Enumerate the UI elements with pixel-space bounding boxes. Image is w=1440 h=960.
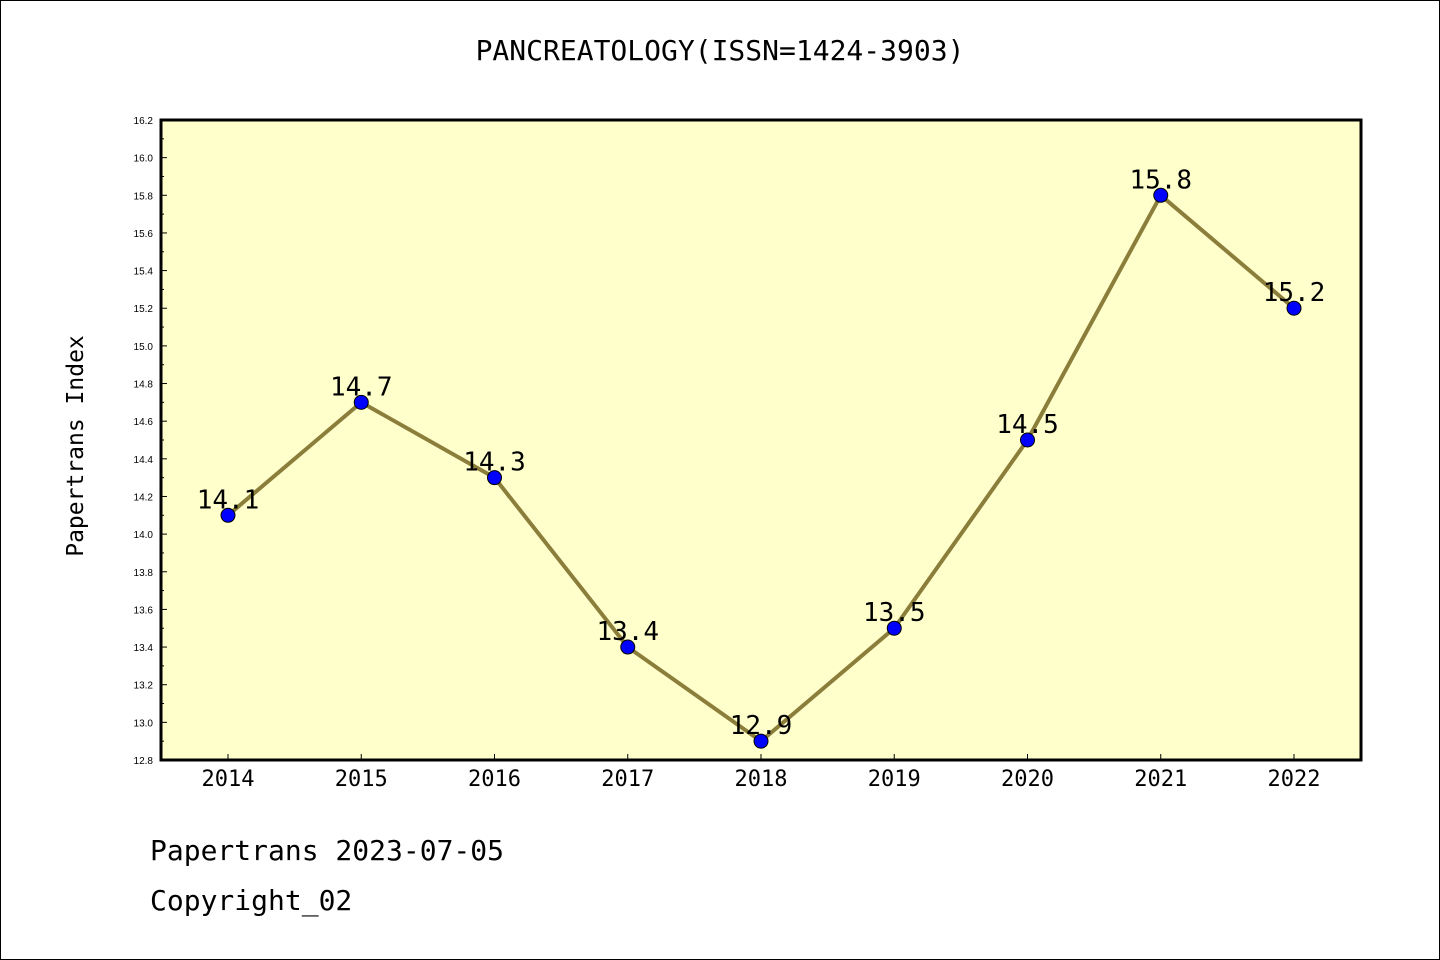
- y-tick-label: 13.6: [134, 605, 154, 616]
- data-point: [1153, 187, 1169, 203]
- data-point: [220, 507, 236, 523]
- data-label: 13.4: [596, 617, 659, 647]
- y-tick-label: 13.4: [134, 643, 154, 654]
- y-tick-label: 12.8: [134, 756, 154, 767]
- x-tick-label: 2017: [601, 767, 654, 792]
- x-tick-label: 2020: [1001, 767, 1054, 792]
- y-tick-label: 15.8: [134, 191, 154, 202]
- x-tick-label: 2015: [335, 767, 388, 792]
- y-axis: 12.8 13.0 13.2 13.4 13.6 13.8 14.0 14.2 14.4 14.6…: [134, 116, 167, 767]
- data-point: [620, 639, 636, 655]
- footer-date-text: Papertrans 2023-07-05: [150, 834, 505, 867]
- y-tick-label: 14.2: [134, 492, 154, 503]
- y-tick-label: 14.0: [134, 530, 154, 541]
- data-label: 13.5: [863, 598, 926, 628]
- plot-area: [161, 120, 1361, 760]
- x-tick-label: 2014: [202, 767, 255, 792]
- data-point: [487, 470, 502, 486]
- y-tick-label: 16.0: [134, 154, 154, 165]
- y-tick-label: 15.2: [134, 304, 154, 315]
- y-tick-label: 13.8: [134, 568, 154, 579]
- data-point: [886, 620, 902, 636]
- data-label: 14.1: [197, 485, 260, 515]
- data-label: 14.7: [330, 372, 393, 402]
- y-tick-label: 13.0: [134, 718, 154, 729]
- data-label: 15.2: [1263, 278, 1326, 308]
- data-point: [1020, 432, 1035, 448]
- data-label: 14.3: [463, 448, 526, 478]
- data-label: 15.8: [1129, 165, 1192, 195]
- footer-copyright-text: Copyright_02: [150, 884, 353, 917]
- x-axis: 2014 2015 2016 2017 2018 2019 2020 2021 2022: [202, 754, 1321, 792]
- y-tick-label: 14.6: [134, 417, 154, 428]
- data-point: [1286, 300, 1302, 316]
- x-tick-label: 2022: [1268, 767, 1321, 792]
- data-label: 14.5: [996, 410, 1059, 440]
- x-tick-label: 2021: [1134, 767, 1187, 792]
- series-group: 14.1 14.7 14.3 13.4 12.9 13.5 14.5 15.8 15.2: [197, 165, 1326, 749]
- y-tick-label: 13.2: [134, 681, 154, 692]
- y-tick-label: 14.8: [134, 380, 154, 391]
- data-point: [353, 394, 369, 410]
- x-tick-label: 2016: [468, 767, 521, 792]
- x-tick-label: 2019: [868, 767, 921, 792]
- data-point: [753, 733, 769, 749]
- plot-border: [159, 118, 1363, 762]
- chart-title: PANCREATOLOGY(ISSN=1424-3903): [475, 34, 965, 67]
- y-tick-label: 14.4: [134, 455, 154, 466]
- data-label: 12.9: [730, 711, 793, 741]
- x-tick-label: 2018: [735, 767, 788, 792]
- y-tick-label: 15.4: [134, 267, 154, 278]
- y-tick-label: 16.2: [134, 116, 154, 127]
- y-tick-label: 15.6: [134, 229, 154, 240]
- y-tick-label: 15.0: [134, 342, 154, 353]
